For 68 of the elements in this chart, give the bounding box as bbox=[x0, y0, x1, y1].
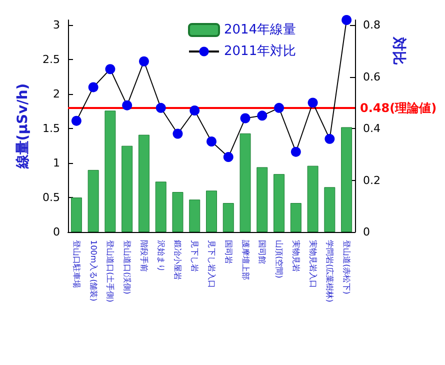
bar bbox=[324, 187, 336, 232]
bar bbox=[274, 174, 285, 232]
bar bbox=[240, 133, 251, 232]
y2-axis-title: 対比 bbox=[390, 36, 408, 65]
point bbox=[71, 116, 82, 126]
y2-tick-label: 0.6 bbox=[363, 70, 380, 84]
x-tick-label: 100m入る(舗装) bbox=[88, 240, 98, 302]
x-tick-label: 山頂(空間) bbox=[274, 240, 284, 278]
x-tick-label: 登山道口(土手側) bbox=[106, 240, 115, 302]
bar bbox=[256, 167, 268, 232]
point bbox=[274, 102, 284, 113]
x-tick-label: 学問岩(広葉樹林) bbox=[325, 240, 334, 302]
point bbox=[122, 100, 132, 110]
x-tick-label: 登山道口(渓側) bbox=[122, 240, 132, 294]
y-axis-title: 線量(μSv/h) bbox=[15, 83, 31, 170]
y-tick-label: 2 bbox=[53, 88, 60, 101]
bar bbox=[138, 134, 150, 232]
point bbox=[190, 105, 200, 116]
point bbox=[308, 98, 318, 108]
point bbox=[88, 82, 98, 92]
x-tick-label: 国司館 bbox=[258, 240, 267, 264]
y-tick-label: 0 bbox=[53, 226, 60, 238]
y-tick-label: 1 bbox=[53, 156, 60, 170]
bar bbox=[88, 170, 99, 232]
x-tick-label: 国司岩 bbox=[224, 240, 233, 264]
x-tick-label: 沢始まり bbox=[156, 240, 166, 272]
point bbox=[290, 146, 301, 157]
point bbox=[172, 128, 183, 139]
point bbox=[138, 56, 149, 66]
y-tick-label: 0.5 bbox=[42, 191, 60, 204]
x-tick-label: 鍛冶小屋岩 bbox=[173, 240, 182, 280]
bar bbox=[222, 203, 234, 232]
bar bbox=[307, 166, 318, 232]
x-tick-label: 見下し岩 bbox=[190, 240, 200, 272]
point bbox=[240, 113, 250, 124]
point bbox=[324, 134, 335, 144]
x-tick-label: 護摩壇上部 bbox=[240, 240, 250, 280]
legend-label: 2014年線量 bbox=[224, 22, 296, 38]
x-tick-label: 見下し岩入口 bbox=[207, 240, 216, 288]
point bbox=[257, 110, 268, 121]
legend-label: 2011年対比 bbox=[224, 43, 296, 59]
bar bbox=[70, 198, 82, 232]
bar bbox=[290, 203, 302, 232]
point bbox=[105, 64, 116, 74]
y2-tick-label: 0.4 bbox=[363, 122, 380, 136]
bar bbox=[155, 182, 166, 232]
y2-tick-label: 0.2 bbox=[363, 174, 380, 187]
bar bbox=[104, 110, 116, 232]
bar bbox=[122, 146, 133, 232]
x-tick-label: 登山口駐車場 bbox=[72, 240, 81, 288]
point bbox=[223, 152, 234, 162]
bar bbox=[341, 127, 352, 232]
bar bbox=[206, 190, 217, 232]
y2-tick-label: 0.8 bbox=[363, 18, 380, 32]
bar bbox=[189, 200, 200, 232]
bar bbox=[172, 192, 184, 232]
point bbox=[156, 102, 166, 113]
y-tick-label: 1.5 bbox=[42, 122, 60, 136]
x-tick-label: 実物見岩 bbox=[291, 240, 300, 272]
ref-line-label: 0.48(理論値) bbox=[360, 100, 437, 115]
x-tick-label: 階段手前 bbox=[139, 240, 148, 272]
point bbox=[206, 136, 216, 147]
y-tick-label: 2.5 bbox=[42, 53, 60, 66]
y-tick-label: 3 bbox=[53, 18, 60, 32]
point bbox=[342, 15, 352, 25]
y2-tick-label: 0 bbox=[363, 226, 370, 238]
x-tick-label: 実物見岩入口 bbox=[308, 240, 318, 288]
x-tick-label: 登山道(赤松下) bbox=[342, 240, 352, 294]
